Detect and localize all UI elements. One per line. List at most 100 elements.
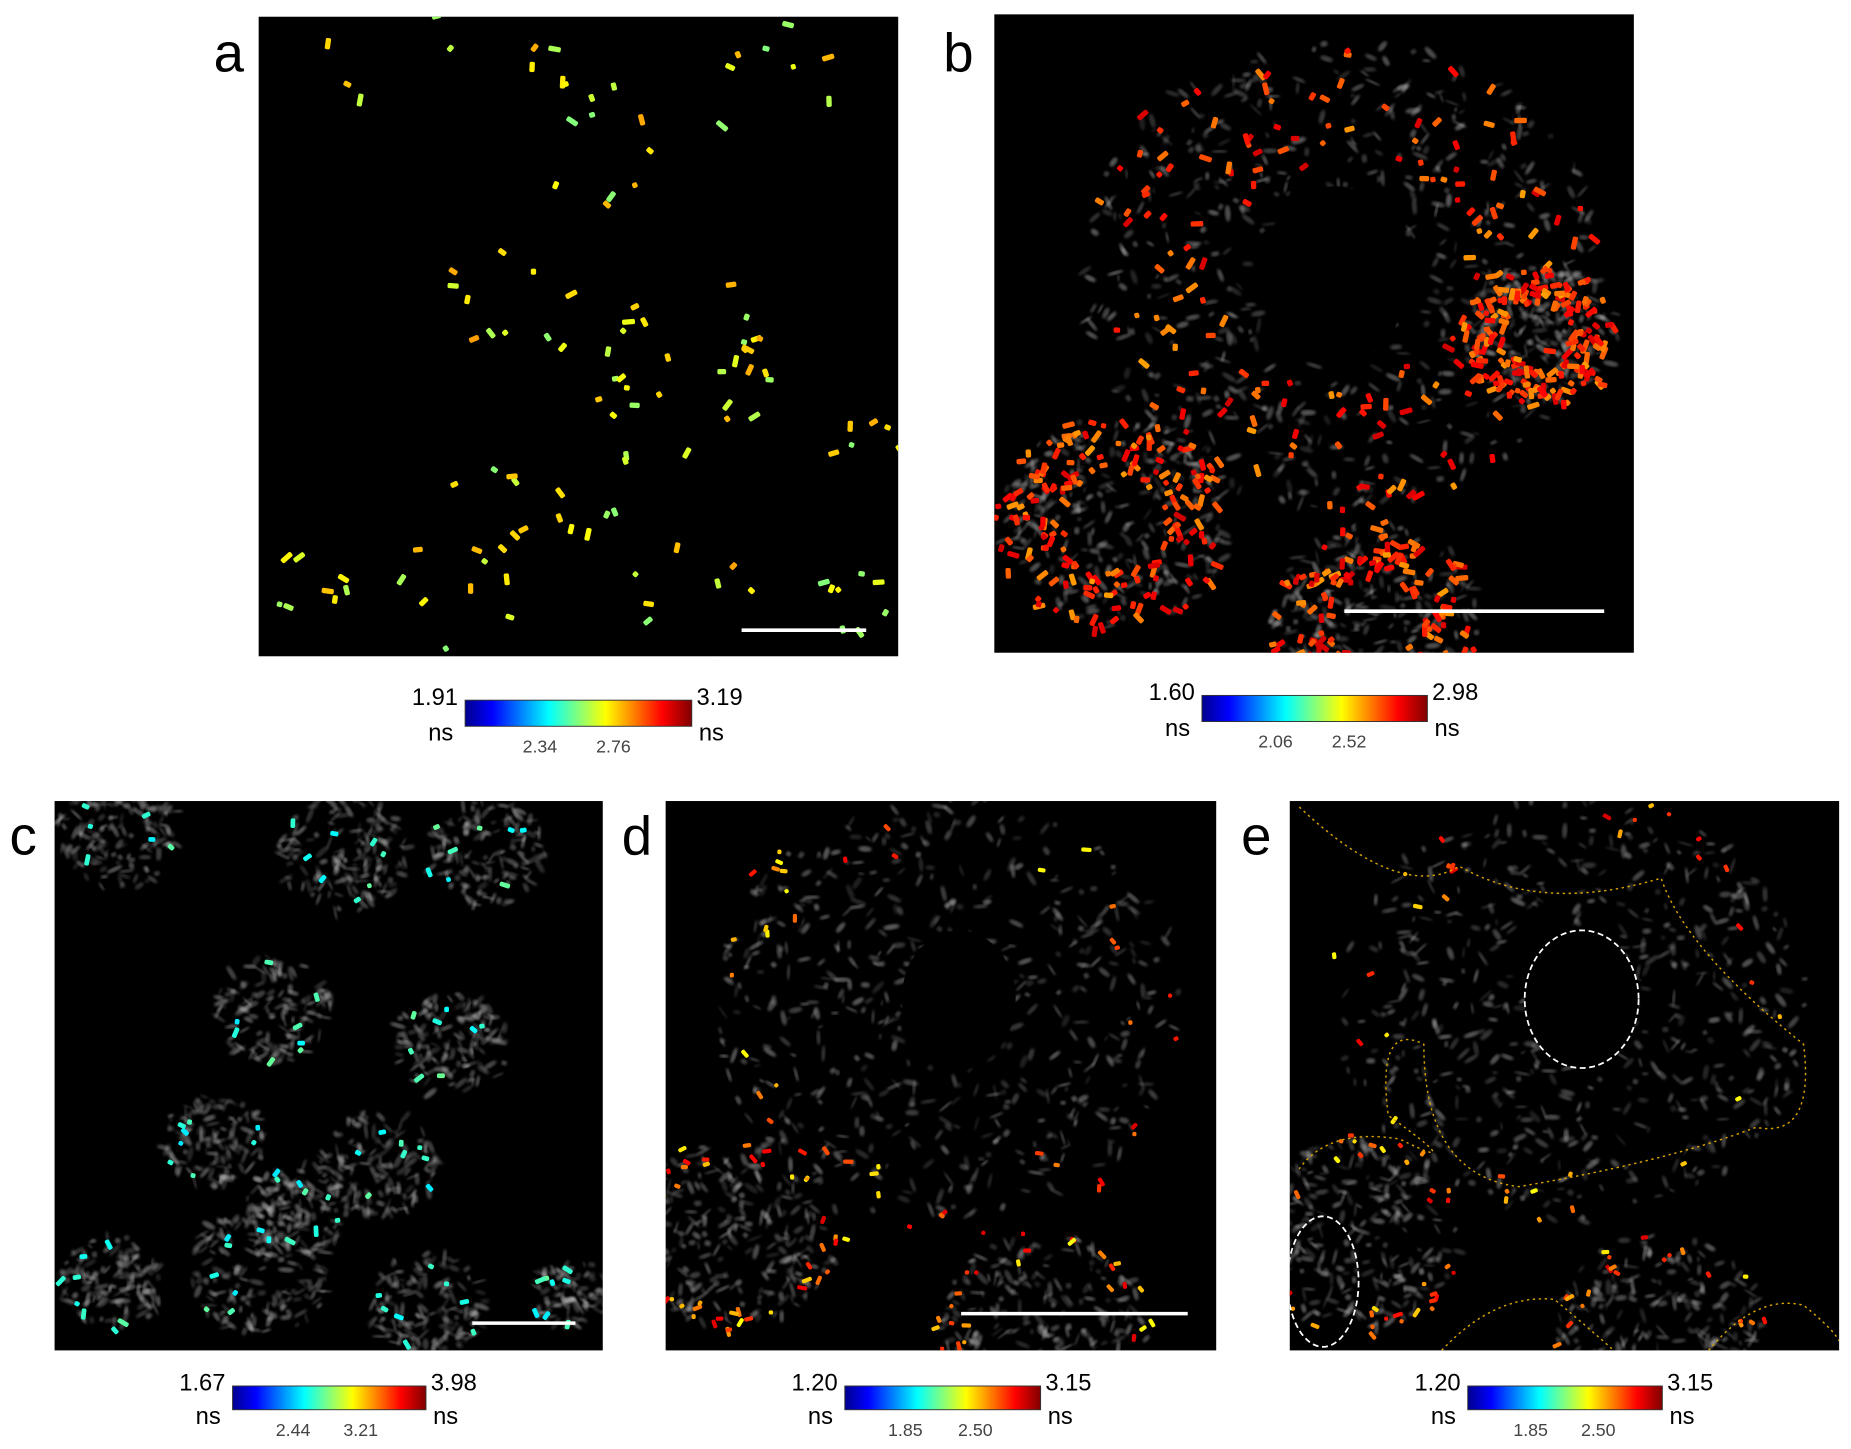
punctum [725,281,737,288]
texture [1218,529,1231,539]
texture [124,1247,140,1254]
punctum [1501,296,1508,306]
texture [1087,531,1092,546]
texture [1371,595,1377,600]
texture [982,899,992,905]
texture [92,1295,96,1303]
punctum [1397,478,1407,492]
texture [1126,1016,1131,1022]
texture [672,1192,683,1198]
punctum [375,1292,383,1299]
texture [460,871,468,877]
texture [567,1284,573,1289]
texture [530,846,536,852]
punctum [1270,646,1281,653]
punctum [628,1213,638,1222]
texture [1299,489,1307,496]
punctum [1347,662,1357,670]
punctum [1099,462,1108,469]
punctum [497,248,507,257]
texture [293,1203,300,1209]
texture [1217,553,1231,563]
texture [244,1161,255,1174]
texture [1274,453,1281,460]
texture [833,977,850,983]
texture [1115,1382,1122,1390]
texture [334,877,349,884]
texture [665,1220,673,1227]
punctum [949,1303,954,1309]
texture [1299,446,1314,453]
texture [1181,597,1188,607]
texture [779,1310,784,1323]
texture [1411,199,1418,215]
texture [278,1206,291,1211]
texture [463,854,470,859]
texture [184,1134,192,1145]
punctum [1514,387,1521,394]
texture [1392,84,1404,93]
punctum [1565,338,1579,347]
texture [1592,281,1598,294]
texture [717,1256,724,1262]
texture [724,1310,728,1322]
texture [337,1153,341,1161]
punctum [224,1242,233,1249]
punctum [1062,580,1069,589]
texture [294,1235,301,1246]
texture [983,868,992,881]
texture [1012,546,1024,550]
texture [359,873,370,879]
texture [1053,1278,1063,1292]
texture [1022,538,1032,550]
texture [1120,615,1126,621]
texture [147,1262,159,1271]
punctum [1407,674,1415,682]
punctum [180,1127,189,1136]
texture [884,991,889,1003]
texture [218,1098,234,1104]
texture [1545,311,1550,317]
punctum [1567,363,1580,370]
texture [1264,176,1271,184]
punctum [84,854,91,866]
texture [103,801,107,810]
texture [1080,548,1089,552]
texture [850,1091,866,1096]
texture [303,1248,309,1255]
punctum [1458,314,1467,326]
texture [1198,512,1214,520]
texture [1411,623,1425,632]
colorbar-tick-label: 2.06 [1258,732,1293,752]
punctum [325,1194,331,1201]
texture [648,1185,654,1196]
texture [414,1153,422,1160]
texture [111,772,117,777]
texture [1046,500,1058,509]
texture [700,1214,706,1220]
texture [365,893,375,908]
punctum [1577,279,1586,286]
punctum [1462,330,1470,343]
texture [220,1310,226,1315]
punctum [842,1236,851,1242]
punctum [729,562,738,570]
punctum [1198,459,1206,471]
punctum [1088,467,1096,475]
punctum [518,525,529,534]
punctum [1308,638,1317,647]
texture [1018,1361,1025,1372]
punctum [1387,551,1400,563]
texture [160,810,176,816]
texture [385,1137,393,1144]
punctum [104,1239,113,1250]
texture [192,1239,206,1251]
punctum [1141,191,1151,199]
texture [1365,466,1375,471]
texture [298,1198,302,1207]
texture [691,1282,703,1293]
texture [866,907,874,917]
texture [441,1067,454,1079]
